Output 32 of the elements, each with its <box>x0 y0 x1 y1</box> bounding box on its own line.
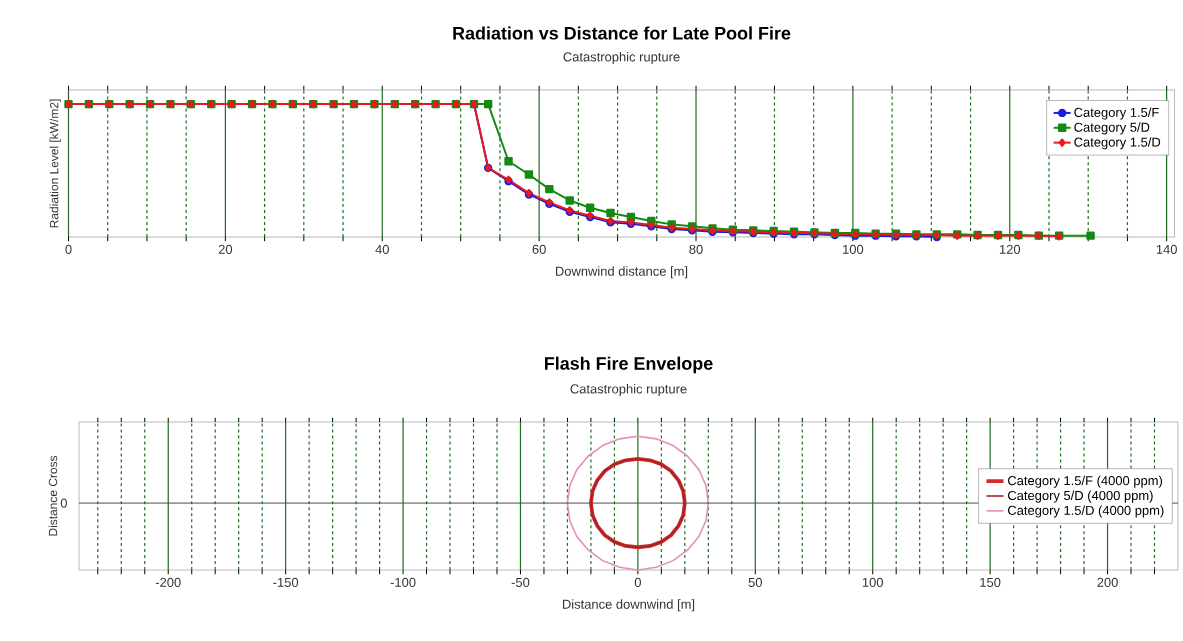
x-axis-title: Distance downwind [m] <box>562 599 695 612</box>
legend-label: Category 1.5/D (4000 ppm) <box>1008 505 1164 518</box>
x-tick-label: -200 <box>155 577 181 587</box>
legend-label: Category 1.5/D <box>1074 137 1161 150</box>
ref-line-label: 0 <box>60 498 67 508</box>
x-tick-label: 100 <box>843 244 864 254</box>
x-tick-label: 40 <box>375 244 389 254</box>
y-axis-title: Distance Cross <box>48 455 58 536</box>
x-tick-label: 0 <box>634 577 641 587</box>
chart-title: Radiation vs Distance for Late Pool Fire <box>453 26 791 40</box>
x-tick-label: -100 <box>390 577 416 587</box>
legend-label: Category 5/D (4000 ppm) <box>1008 490 1153 503</box>
chart-title: Flash Fire Envelope <box>545 356 713 374</box>
x-tick-label: 120 <box>999 244 1021 254</box>
legend-label: Category 5/D <box>1074 122 1150 135</box>
x-tick-label: 50 <box>748 577 762 587</box>
x-tick-label: -150 <box>273 577 299 587</box>
legend-label: Category 1.5/F (4000 ppm) <box>1008 475 1163 488</box>
x-tick-label: 20 <box>218 244 233 254</box>
x-axis-title: Downwind distance [m] <box>555 266 688 279</box>
x-tick-label: 60 <box>532 244 546 254</box>
x-tick-label: 0 <box>65 244 72 254</box>
x-tick-label: 140 <box>1156 244 1177 254</box>
legend-label: Category 1.5/F <box>1074 107 1159 120</box>
x-tick-label: 200 <box>1097 577 1118 587</box>
x-tick-label: 150 <box>980 577 1001 587</box>
y-axis-title: Radiation Level [kW/m2] <box>49 99 61 228</box>
x-tick-label: 100 <box>862 577 884 587</box>
x-tick-label: 80 <box>689 244 703 254</box>
chart-subtitle: Catastrophic rupture <box>570 383 687 397</box>
x-tick-label: -50 <box>511 577 530 587</box>
chart-subtitle: Catastrophic rupture <box>563 51 680 65</box>
